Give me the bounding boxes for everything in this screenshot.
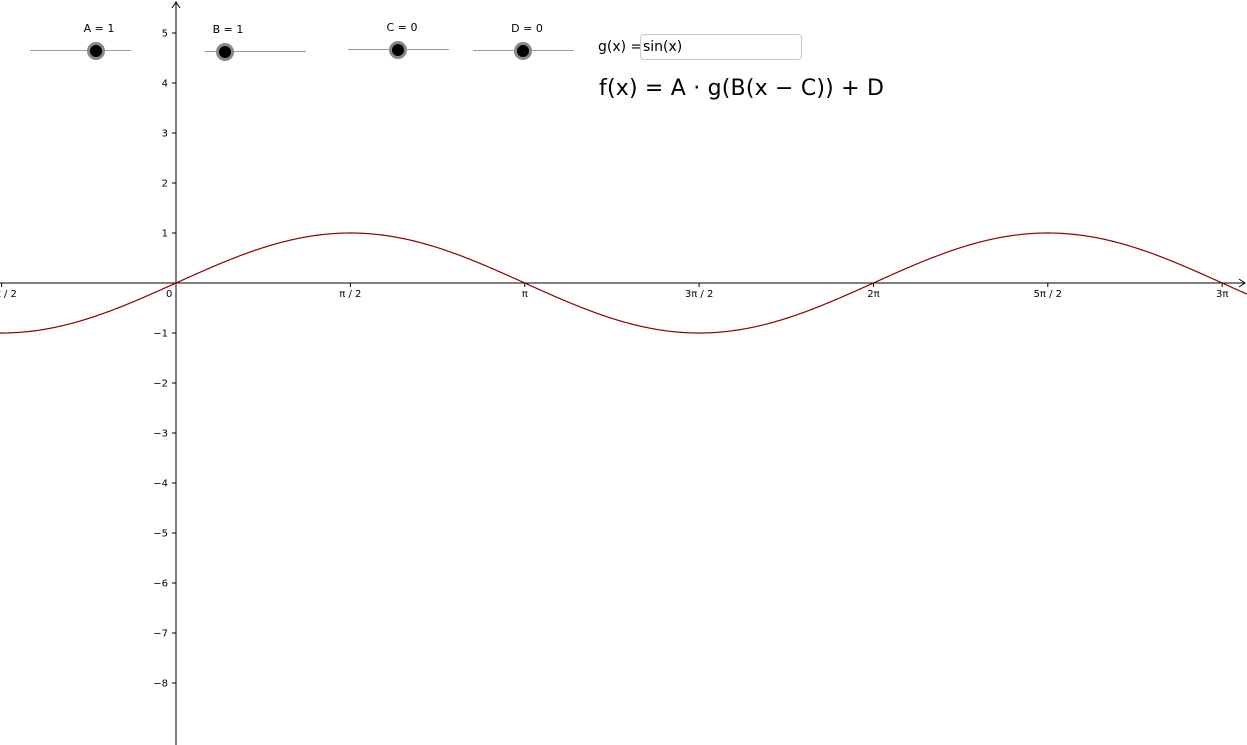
x-tick-label: −π / 2 (0, 289, 17, 300)
x-tick-label: 0 (166, 289, 172, 300)
y-tick-label: −8 (153, 679, 168, 690)
slider-d[interactable]: D = 0 (473, 22, 575, 62)
y-tick-label: −3 (153, 429, 168, 440)
x-tick-label: 3π (1216, 289, 1228, 300)
slider-d-label: D = 0 (511, 22, 543, 35)
slider-b-track[interactable] (205, 51, 306, 52)
function-input[interactable] (640, 34, 802, 60)
slider-a-label: A = 1 (83, 22, 115, 35)
y-tick-label: −4 (153, 479, 168, 490)
slider-d-knob[interactable] (514, 42, 532, 60)
function-input-label: g(x) = (598, 39, 643, 55)
slider-c-label: C = 0 (386, 21, 418, 34)
slider-b-label: B = 1 (212, 23, 244, 36)
formula-text: f(x) = A · g(B(x − C)) + D (599, 76, 885, 101)
y-tick-label: −1 (153, 329, 168, 340)
x-tick-label: 3π / 2 (685, 289, 713, 300)
x-tick-label: 2π (867, 289, 879, 300)
x-tick-label: π (522, 289, 528, 300)
y-tick-label: 2 (162, 179, 168, 190)
y-tick-label: 3 (162, 129, 168, 140)
slider-b[interactable]: B = 1 (205, 23, 307, 63)
y-tick-label: 4 (162, 79, 168, 90)
y-tick-label: −7 (153, 629, 168, 640)
y-tick-label: −5 (153, 529, 168, 540)
slider-b-knob[interactable] (216, 43, 234, 61)
function-curve (0, 232, 1247, 334)
slider-a[interactable]: A = 1 (30, 22, 132, 62)
slider-a-knob[interactable] (87, 42, 105, 60)
slider-c[interactable]: C = 0 (348, 21, 450, 61)
y-tick-label: −6 (153, 579, 168, 590)
x-tick-label: 5π / 2 (1034, 289, 1062, 300)
slider-a-track[interactable] (30, 50, 131, 51)
y-tick-label: −2 (153, 379, 168, 390)
x-axis-arrow (1238, 278, 1246, 288)
slider-c-knob[interactable] (389, 41, 407, 59)
y-tick-label: 1 (162, 229, 168, 240)
y-axis-arrow (171, 1, 181, 9)
x-tick-label: π / 2 (339, 289, 361, 300)
y-tick-label: 5 (162, 29, 168, 40)
